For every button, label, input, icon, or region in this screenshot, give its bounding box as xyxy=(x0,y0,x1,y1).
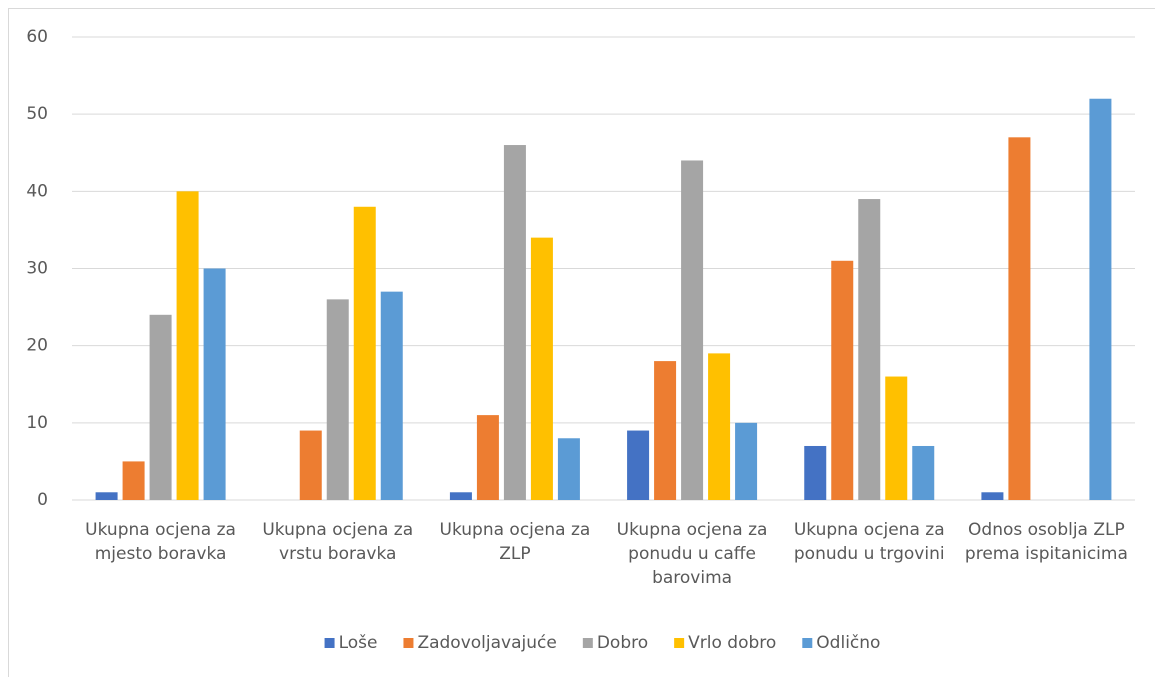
legend-label: Odlično xyxy=(816,633,880,653)
y-tick-label: 50 xyxy=(26,104,48,124)
y-tick-label: 30 xyxy=(26,259,48,279)
x-tick-label: Ukupna ocjena za ponudu u caffe barovima xyxy=(616,520,768,588)
legend-label: Dobro xyxy=(597,633,648,653)
y-tick-label: 40 xyxy=(26,181,48,201)
legend-label: Vrlo dobro xyxy=(688,633,776,653)
legend-swatch xyxy=(674,638,685,648)
bar xyxy=(804,445,827,500)
y-tick-label: 60 xyxy=(26,27,48,47)
bar xyxy=(176,191,199,501)
bar xyxy=(831,260,854,500)
bar xyxy=(885,376,908,500)
bar xyxy=(708,353,731,500)
bar xyxy=(299,430,322,500)
bar xyxy=(503,145,526,501)
bar xyxy=(326,299,349,500)
x-tick-label: Ukupna ocjena za mjesto boravka xyxy=(85,520,236,564)
bar xyxy=(627,430,650,500)
bar xyxy=(557,438,580,500)
bar xyxy=(530,237,553,500)
bar xyxy=(735,422,758,500)
bar xyxy=(122,461,145,500)
legend-swatch xyxy=(324,638,335,648)
bar xyxy=(149,314,172,500)
bar xyxy=(380,291,403,500)
bar xyxy=(203,268,226,500)
legend-swatch xyxy=(582,638,593,648)
bar xyxy=(681,160,704,500)
x-tick-label: Ukupna ocjena za ZLP xyxy=(439,520,591,564)
legend-swatch xyxy=(403,638,414,648)
bar xyxy=(912,445,935,500)
bar xyxy=(858,199,881,501)
x-tick-label: Odnos osoblja ZLP prema ispitanicima xyxy=(964,520,1128,564)
frame xyxy=(8,8,1155,677)
bar xyxy=(1008,137,1031,501)
legend-swatch xyxy=(802,638,813,648)
legend-label: Zadovoljavajuće xyxy=(417,633,556,653)
x-tick-label: Ukupna ocjena za vrstu boravka xyxy=(262,520,414,564)
bar xyxy=(1089,98,1112,500)
y-tick-label: 10 xyxy=(26,413,48,433)
y-tick-label: 20 xyxy=(26,336,48,356)
x-tick-label: Ukupna ocjena za ponudu u trgovini xyxy=(793,520,945,564)
bar xyxy=(95,492,118,500)
bar xyxy=(476,415,499,500)
bar xyxy=(654,361,677,500)
bar xyxy=(449,492,472,500)
legend-label: Loše xyxy=(339,633,378,653)
bar xyxy=(981,492,1004,500)
bar xyxy=(353,206,376,500)
y-tick-label: 0 xyxy=(37,490,48,510)
